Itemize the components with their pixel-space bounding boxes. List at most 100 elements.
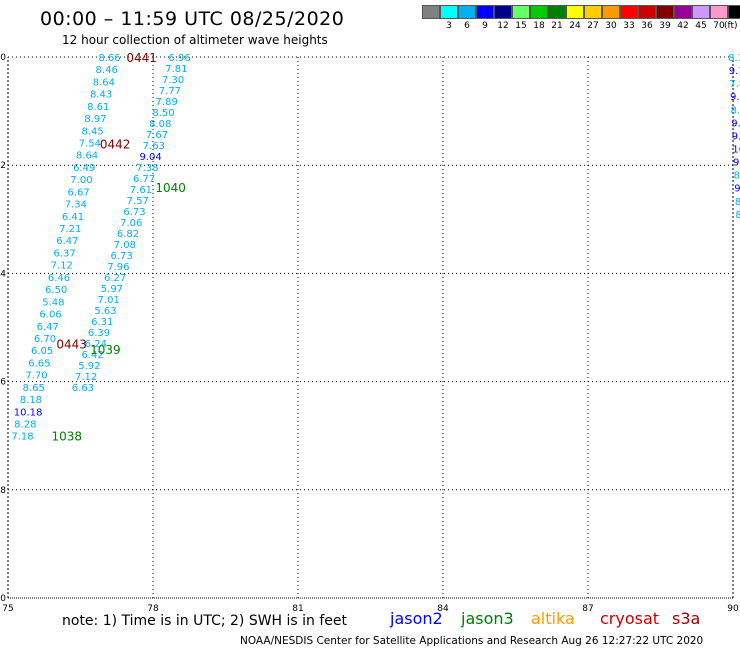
color-scale-label: 6: [464, 21, 470, 31]
wave-height-value: 7.77: [159, 86, 181, 97]
wave-height-value: 8.61: [87, 102, 109, 113]
color-scale-swatch: 33: [620, 5, 638, 31]
lat-tick-label: -30: [0, 594, 6, 604]
mission-cryosat: cryosat: [600, 609, 660, 628]
wave-height-value: 6.37: [53, 248, 75, 259]
map-frame: [7, 56, 734, 599]
color-swatch-box: [728, 5, 740, 19]
color-swatch-box: [602, 5, 620, 19]
mission-s3a: s3a: [672, 609, 701, 628]
wave-height-value: 8.50: [152, 108, 174, 119]
color-swatch-box: [710, 5, 728, 19]
wave-height-value: 6.47: [56, 236, 78, 247]
color-swatch-box: [674, 5, 692, 19]
wave-height-value: 7.06: [120, 218, 142, 229]
wave-height-value: 8.46: [96, 65, 118, 76]
wave-height-value: 8.65: [23, 383, 45, 394]
wave-height-value: 6.73: [123, 207, 145, 218]
wave-height-value: 6.31: [91, 317, 113, 328]
color-scale-swatch: 9: [476, 5, 494, 31]
color-scale-label: 33: [623, 21, 635, 31]
color-swatch-box: [620, 5, 638, 19]
wave-height-value: 5.63: [94, 306, 116, 317]
wave-height-value: 8: [734, 171, 740, 182]
color-swatch-box: [458, 5, 476, 19]
wave-height-value: 6.39: [88, 328, 110, 339]
color-swatch-box: [566, 5, 584, 19]
color-scale-swatch: 21: [548, 5, 566, 31]
color-scale-label: 9: [482, 21, 488, 31]
wave-height-value: 8.64: [93, 77, 115, 88]
pass-time-label: 0441: [126, 51, 157, 65]
color-scale-label: 36: [641, 21, 653, 31]
mission-altika: altika: [531, 609, 575, 628]
lat-tick-label: -24: [0, 269, 6, 279]
color-scale-label: 12: [497, 21, 509, 31]
wave-height-value: 8.64: [76, 151, 98, 162]
wave-height-value: 8.1: [728, 53, 740, 64]
wave-height-value: 9.1: [729, 66, 740, 77]
wave-height-value: 8.18: [20, 395, 42, 406]
wave-height-value: 6.24: [85, 339, 107, 350]
color-scale-swatch: 45: [692, 5, 710, 31]
color-scale-label: 39: [659, 21, 671, 31]
wave-height-value: 9.: [731, 118, 740, 129]
wave-height-value: 7.8: [729, 79, 740, 90]
color-scale-label: 30: [605, 21, 617, 31]
color-swatch-box: [440, 5, 458, 19]
color-scale-label: 18: [533, 21, 545, 31]
wave-height-value: 5.92: [78, 361, 100, 372]
color-scale-swatch: 36: [638, 5, 656, 31]
wave-height-value: 6.42: [81, 350, 103, 361]
wave-height-value: 8: [735, 197, 740, 208]
footer-note: note: 1) Time is in UTC; 2) SWH is in fe…: [62, 613, 348, 629]
lat-tick-label: -20: [0, 53, 6, 63]
color-scale-label: 27: [587, 21, 599, 31]
lon-tick-label: 90: [727, 604, 739, 614]
lat-tick-label: -26: [0, 378, 6, 388]
lat-tick-label: -22: [0, 161, 6, 171]
color-scale-swatch: 30: [602, 5, 620, 31]
wave-height-value: 9: [734, 184, 740, 195]
color-scale-swatch: 18: [530, 5, 548, 31]
pass-time-label: 1038: [52, 430, 83, 444]
wave-height-value: 6.67: [67, 187, 89, 198]
wave-height-value: 5.48: [42, 297, 64, 308]
color-swatch-box: [476, 5, 494, 19]
color-scale-label: 15: [515, 21, 527, 31]
wave-height-value: 7.34: [65, 200, 87, 211]
color-swatch-box: [530, 5, 548, 19]
mission-jason3: jason3: [461, 609, 514, 628]
pass-time-label: 1039: [90, 343, 121, 357]
color-scale-swatch: 27: [584, 5, 602, 31]
wave-height-value: 6.46: [48, 273, 70, 284]
wave-height-value: 6.05: [31, 346, 53, 357]
color-scale-label: 70: [713, 21, 725, 31]
lon-tick-label: 78: [147, 604, 159, 614]
color-scale-swatch: [422, 5, 440, 31]
wave-height-value: 7.12: [75, 372, 97, 383]
wave-height-value: 7.96: [107, 262, 129, 273]
wave-height-value: 6.41: [62, 212, 84, 223]
wave-height-value: 6.70: [34, 334, 56, 345]
wave-height-value: 7.12: [51, 261, 73, 272]
wave-height-value: 10.18: [14, 407, 43, 418]
wave-height-value: 6.47: [37, 322, 59, 333]
wave-height-value: 9.: [732, 131, 740, 142]
wave-height-value: 7.81: [165, 64, 187, 75]
wave-height-value: 6.96: [168, 53, 190, 64]
color-swatch-box: [512, 5, 530, 19]
wave-height-value: 6.82: [117, 229, 139, 240]
wave-height-value: 7.38: [136, 163, 158, 174]
pass-time-label: 0442: [100, 138, 131, 152]
color-scale-label: 24: [569, 21, 581, 31]
wave-height-value: 9.04: [139, 152, 161, 163]
wave-height-value: 7.54: [79, 139, 101, 150]
wave-height-value: 7.57: [127, 196, 149, 207]
color-scale-label: 21: [551, 21, 563, 31]
wave-height-value: 9.0: [730, 92, 740, 103]
wave-height-value: 7.18: [11, 432, 33, 443]
color-scale-swatch: 70: [710, 5, 728, 31]
page-subtitle: 12 hour collection of altimeter wave hei…: [62, 33, 328, 47]
footer-credit: NOAA/NESDIS Center for Satellite Applica…: [240, 635, 704, 647]
